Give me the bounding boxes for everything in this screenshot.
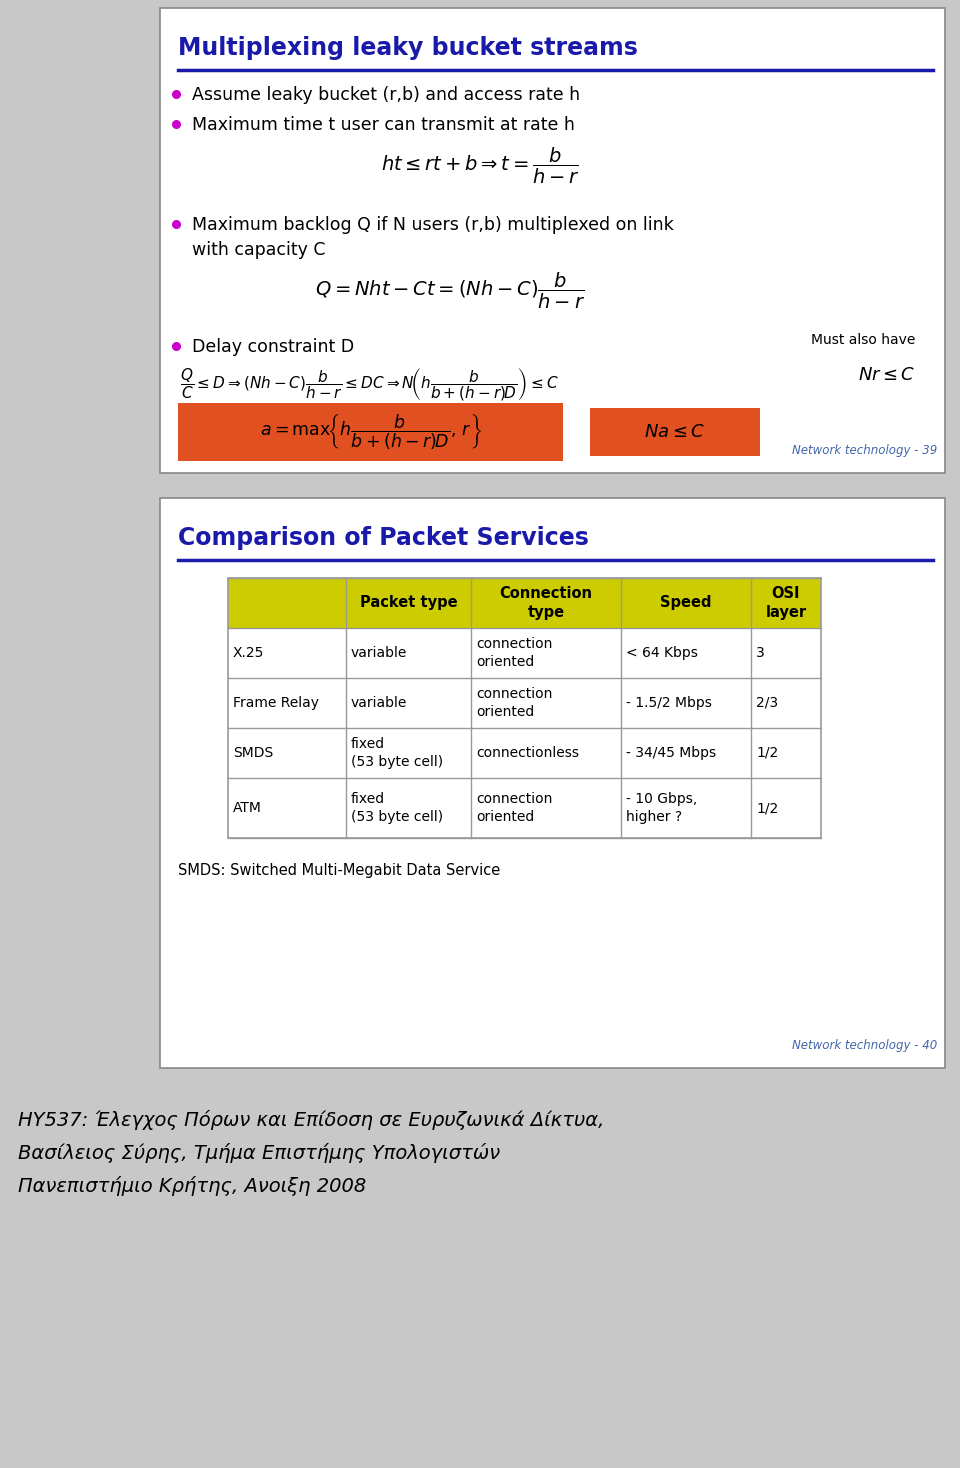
Text: connection
oriented: connection oriented <box>476 793 552 824</box>
Bar <box>178 404 563 461</box>
Bar <box>228 728 346 778</box>
Bar <box>751 628 821 678</box>
Text: Comparison of Packet Services: Comparison of Packet Services <box>178 526 588 550</box>
Text: $a = \max\!\left\{h\dfrac{b}{b+(h-r)D},\, r\right\}$: $a = \max\!\left\{h\dfrac{b}{b+(h-r)D},\… <box>259 413 482 452</box>
Bar <box>621 578 751 628</box>
Bar <box>621 778 751 838</box>
Bar <box>346 778 471 838</box>
Text: SMDS: Switched Multi-Megabit Data Service: SMDS: Switched Multi-Megabit Data Servic… <box>178 863 500 878</box>
Text: $Na \leq C$: $Na \leq C$ <box>644 423 706 440</box>
Text: variable: variable <box>351 646 407 661</box>
Text: Multiplexing leaky bucket streams: Multiplexing leaky bucket streams <box>178 37 637 60</box>
Bar <box>471 628 621 678</box>
Text: 1/2: 1/2 <box>756 802 779 815</box>
Text: Maximum time t user can transmit at rate h: Maximum time t user can transmit at rate… <box>192 116 575 134</box>
Bar <box>471 728 621 778</box>
Text: $Nr \leq C$: $Nr \leq C$ <box>857 366 915 385</box>
Text: Frame Relay: Frame Relay <box>233 696 319 711</box>
Text: fixed
(53 byte cell): fixed (53 byte cell) <box>351 793 444 824</box>
Bar <box>228 678 346 728</box>
Text: < 64 Kbps: < 64 Kbps <box>626 646 698 661</box>
Bar <box>471 678 621 728</box>
Text: X.25: X.25 <box>233 646 264 661</box>
Bar <box>228 778 346 838</box>
Bar <box>621 728 751 778</box>
Bar <box>228 578 346 628</box>
Text: variable: variable <box>351 696 407 711</box>
Text: - 10 Gbps,
higher ?: - 10 Gbps, higher ? <box>626 793 697 824</box>
Bar <box>471 578 621 628</box>
Bar <box>160 498 945 1069</box>
Text: fixed
(53 byte cell): fixed (53 byte cell) <box>351 737 444 769</box>
Text: $Q = Nht - Ct = (Nh - C)\dfrac{b}{h - r}$: $Q = Nht - Ct = (Nh - C)\dfrac{b}{h - r}… <box>315 272 585 311</box>
Text: 3: 3 <box>756 646 765 661</box>
Text: with capacity C: with capacity C <box>192 241 325 258</box>
Text: Delay constraint D: Delay constraint D <box>192 338 354 357</box>
Bar <box>346 628 471 678</box>
Bar <box>621 678 751 728</box>
Text: Network technology - 39: Network technology - 39 <box>792 443 937 457</box>
Text: ATM: ATM <box>233 802 262 815</box>
Text: Βασίλειος Σύρης, Τμήμα Επιστήμης Υπολογιστών: Βασίλειος Σύρης, Τμήμα Επιστήμης Υπολογι… <box>18 1144 500 1163</box>
Bar <box>228 628 346 678</box>
Text: Packet type: Packet type <box>360 596 457 611</box>
Text: - 1.5/2 Mbps: - 1.5/2 Mbps <box>626 696 712 711</box>
Text: - 34/45 Mbps: - 34/45 Mbps <box>626 746 716 760</box>
Text: OSI
layer: OSI layer <box>765 586 806 619</box>
Bar <box>590 408 760 457</box>
Bar <box>346 578 471 628</box>
Text: connection
oriented: connection oriented <box>476 687 552 719</box>
Bar <box>751 728 821 778</box>
Text: 1/2: 1/2 <box>756 746 779 760</box>
Text: Assume leaky bucket (r,b) and access rate h: Assume leaky bucket (r,b) and access rat… <box>192 87 580 104</box>
Text: 2/3: 2/3 <box>756 696 779 711</box>
Text: $\dfrac{Q}{C} \leq D \Rightarrow (Nh - C)\dfrac{b}{h-r} \leq DC \Rightarrow N\!\: $\dfrac{Q}{C} \leq D \Rightarrow (Nh - C… <box>180 366 559 402</box>
Text: connectionless: connectionless <box>476 746 579 760</box>
Bar <box>228 578 821 838</box>
Text: HY537: Έλεγχος Πόρων και Επίδοση σε Ευρυζωνικά Δίκτυα,: HY537: Έλεγχος Πόρων και Επίδοση σε Ευρυ… <box>18 1110 605 1130</box>
Text: Must also have: Must also have <box>810 333 915 346</box>
Text: Speed: Speed <box>660 596 711 611</box>
Bar <box>346 678 471 728</box>
Bar <box>346 728 471 778</box>
Bar <box>160 7 945 473</box>
Bar <box>751 578 821 628</box>
Text: Network technology - 40: Network technology - 40 <box>792 1039 937 1053</box>
Bar <box>751 778 821 838</box>
Text: Maximum backlog Q if N users (r,b) multiplexed on link: Maximum backlog Q if N users (r,b) multi… <box>192 216 674 233</box>
Text: SMDS: SMDS <box>233 746 274 760</box>
Bar <box>751 678 821 728</box>
Text: Πανεπιστήμιο Κρήτης, Ανοιξη 2008: Πανεπιστήμιο Κρήτης, Ανοιξη 2008 <box>18 1176 367 1196</box>
Text: $ht \leq rt + b \Rightarrow t = \dfrac{b}{h - r}$: $ht \leq rt + b \Rightarrow t = \dfrac{b… <box>380 145 580 186</box>
Bar <box>621 628 751 678</box>
Bar <box>471 778 621 838</box>
Text: Connection
type: Connection type <box>499 586 592 619</box>
Text: connection
oriented: connection oriented <box>476 637 552 668</box>
